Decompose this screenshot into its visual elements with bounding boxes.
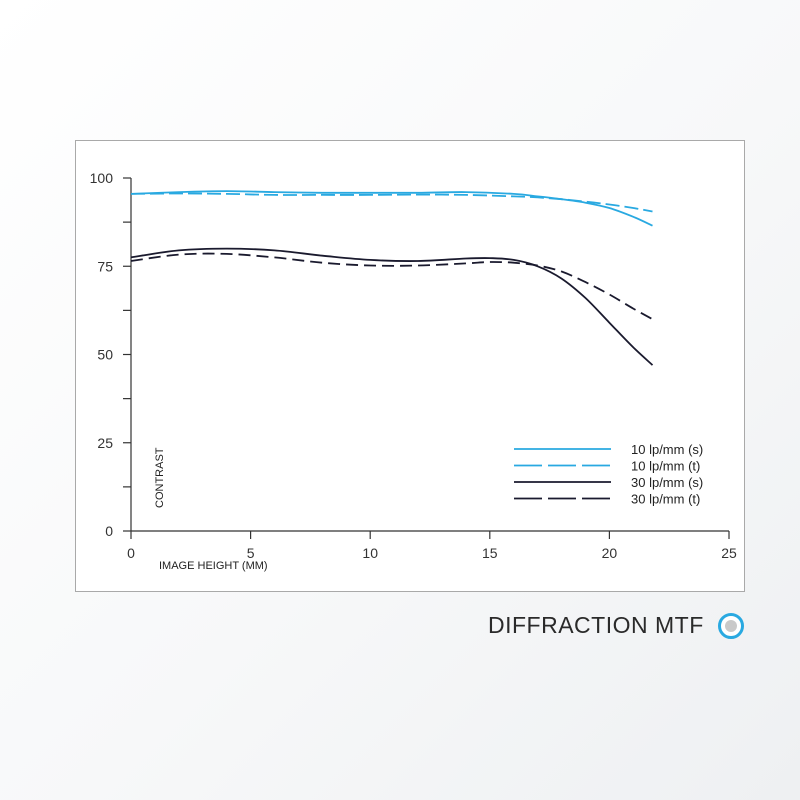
- legend-label-30-lp-mm-t: 30 lp/mm (t): [631, 492, 700, 507]
- circle-dot-inner: [724, 619, 737, 632]
- series-line-30-lp-mm-s: [130, 247, 654, 366]
- chart-frame: 0 25 50 75 100 0 5 10 15 20 25 IMAGE HEIGHT (MM) CON…: [75, 140, 745, 592]
- legend-label-10-lp-mm-s: 10 lp/mm (s): [631, 442, 703, 457]
- y-tick-label: 100: [90, 170, 114, 186]
- caption-title: DIFFRACTION MTF: [488, 612, 704, 638]
- x-tick-label: 20: [602, 545, 618, 561]
- caption: DIFFRACTION MTF: [488, 612, 744, 639]
- y-tick-label: 50: [97, 347, 113, 363]
- x-tick-label: 15: [482, 545, 498, 561]
- series-line-10-lp-mm-t: [130, 192, 653, 213]
- series-line-10-lp-mm-s: [130, 190, 653, 227]
- y-tick-label: 75: [97, 258, 113, 274]
- series-line-30-lp-mm-t: [130, 252, 653, 320]
- legend-label-30-lp-mm-s: 30 lp/mm (s): [631, 475, 703, 490]
- x-tick-label: 0: [127, 545, 135, 561]
- chart-series-lines: [130, 190, 654, 366]
- circle-dot-icon[interactable]: [717, 612, 744, 639]
- x-tick-label: 10: [362, 545, 378, 561]
- y-axis-label: CONTRAST: [154, 447, 166, 508]
- chart-legend: 10 lp/mm (s) 10 lp/mm (t)30 lp/mm (s) 30 l…: [514, 442, 703, 507]
- y-tick-label: 25: [97, 435, 113, 451]
- chart-axes: 0 25 50 75 100 0 5 10 15 20 25 IMAGE HEIGHT (MM) CON…: [90, 170, 737, 572]
- y-tick-label: 0: [105, 523, 113, 539]
- mtf-chart: 0 25 50 75 100 0 5 10 15 20 25 IMAGE HEIGHT (MM) CON…: [90, 170, 737, 572]
- x-axis-label: IMAGE HEIGHT (MM): [159, 560, 268, 572]
- x-tick-label: 5: [247, 545, 255, 561]
- legend-label-10-lp-mm-t: 10 lp/mm (t): [631, 459, 700, 474]
- x-tick-label: 25: [721, 545, 737, 561]
